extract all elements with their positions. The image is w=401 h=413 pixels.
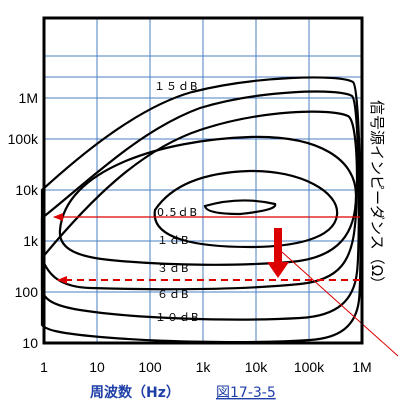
y-tick-label: 1M (19, 90, 38, 106)
y-axis-label: 信号源インピーダンス（Ω） (368, 100, 386, 291)
x-tick-label: 1k (196, 359, 212, 375)
contour-15db (40, 76, 362, 344)
y-tick-label: 1k (23, 233, 39, 249)
plot-frame (42, 16, 364, 345)
contour-6db (40, 110, 359, 291)
contour-label-10db: １０ｄB (155, 311, 200, 324)
contour-lines (40, 76, 362, 344)
grid-lines (44, 18, 362, 343)
leader-line (281, 251, 399, 357)
y-tick-label: 10k (15, 182, 39, 198)
y-tick-label: 100k (8, 131, 39, 147)
thick-down-arrow-head (267, 262, 289, 278)
contour-label-3db: ３ｄB (157, 262, 190, 275)
y-tick-label: 10 (22, 335, 38, 351)
contour-10db (40, 90, 360, 321)
contour-label-1db: １ｄB (157, 234, 190, 247)
x-tick-label: 1 (40, 359, 48, 375)
contour-labels: １５ｄB 0.5ｄB １ｄB ３ｄB ６ｄB １０ｄB (154, 80, 200, 324)
contour-3db (58, 135, 358, 266)
contour-1db (153, 169, 339, 249)
x-tick-label: 10k (245, 359, 269, 375)
contour-label-0.5db: 0.5ｄB (157, 206, 198, 219)
x-axis-label: 周波数（Hz） (90, 384, 180, 401)
x-tick-label: 10 (89, 359, 105, 375)
contour-0.5db (203, 199, 277, 216)
y-tick-label: 100 (15, 284, 39, 300)
thick-down-arrow-shaft (274, 228, 282, 264)
x-tick-label: 100k (294, 359, 325, 375)
x-tick-label: 1M (352, 359, 371, 375)
x-tick-label: 100 (138, 359, 162, 375)
figure-reference: 図17-3-5 (216, 385, 276, 401)
annotation-arrows (53, 213, 399, 357)
contour-label-6db: ６ｄB (157, 288, 190, 301)
contour-label-15db: １５ｄB (154, 80, 199, 93)
